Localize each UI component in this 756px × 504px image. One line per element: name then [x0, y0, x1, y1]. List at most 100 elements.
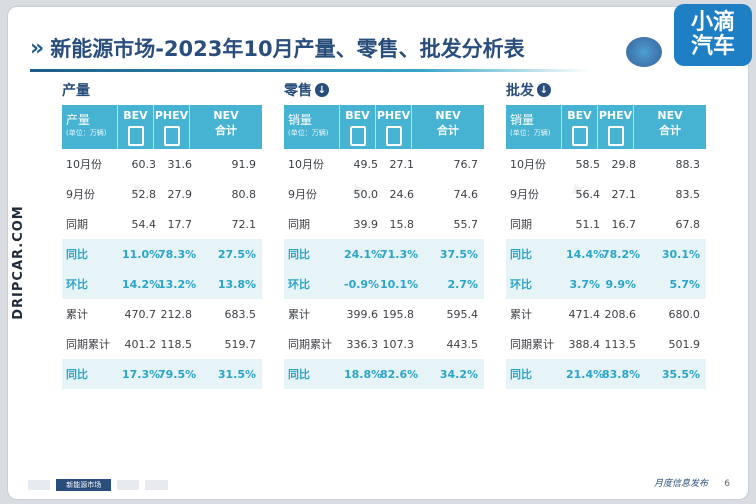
cell-nev: 443.5 [446, 337, 479, 351]
cell-bev: 21.4% [566, 367, 605, 381]
cell-nev: 13.8% [217, 277, 256, 291]
cell-phev: 27.1 [389, 157, 415, 171]
cell-nev: 72.1 [231, 217, 257, 231]
row-label: 同期累计 [288, 338, 332, 351]
cell-phev: 16.7 [611, 217, 637, 231]
cell-bev: -0.9% [344, 277, 380, 291]
cell-bev: 17.3% [122, 367, 161, 381]
arrow-down-circle-icon: ↓ [537, 83, 551, 97]
header-metric: 销量 (单位：万辆) [284, 105, 340, 149]
table-row: 环比 -0.9% 10.1% 2.7% [284, 269, 484, 299]
cell-nev: 27.5% [217, 247, 256, 261]
cell-phev: 9.9% [605, 277, 636, 291]
table-row: 10月份 58.5 29.8 88.3 [506, 149, 706, 179]
cell-phev: 29.8 [611, 157, 637, 171]
table-header: 产量 (单位：万辆) BEV PHEV NEV 合计 [62, 105, 262, 149]
row-label: 累计 [288, 308, 310, 321]
table-row: 同比 18.8% 82.6% 34.2% [284, 359, 484, 389]
title-row: » 新能源市场-2023年10月产量、零售、批发分析表 [30, 33, 525, 63]
table-body: 10月份 60.3 31.6 91.9 9月份 52.8 27.9 80.8 同期 54.4 17.… [62, 149, 262, 389]
table-header: 销量 (单位：万辆) BEV PHEV NEV 合计 [506, 105, 706, 149]
row-label: 同比 [288, 368, 310, 381]
cell-nev: 683.5 [224, 307, 257, 321]
cell-phev: 107.3 [382, 337, 415, 351]
table-row: 同比 14.4% 78.2% 30.1% [506, 239, 706, 269]
cell-bev: 399.6 [346, 307, 379, 321]
row-label: 环比 [66, 278, 88, 291]
battery-icon [349, 126, 366, 146]
header-bev: BEV [562, 105, 598, 149]
cell-bev: 49.5 [353, 157, 379, 171]
cell-nev: 34.2% [439, 367, 478, 381]
table-row: 同期累计 388.4 113.5 501.9 [506, 329, 706, 359]
cell-bev: 14.2% [122, 277, 161, 291]
row-label: 9月份 [288, 188, 317, 201]
header-nev: NEV 合计 [657, 109, 683, 137]
cell-phev: 208.6 [604, 307, 637, 321]
section-title: 产量 [62, 83, 90, 99]
cell-bev: 14.4% [566, 247, 605, 261]
cell-phev: 10.1% [380, 277, 419, 291]
cell-bev: 39.9 [353, 217, 379, 231]
cell-bev: 52.8 [131, 187, 157, 201]
cell-bev: 336.3 [346, 337, 379, 351]
section-title: 批发 ↓ [506, 79, 706, 101]
cell-nev: 35.5% [661, 367, 700, 381]
footer-tab-active[interactable]: 新能源市场 [56, 479, 112, 491]
footer-tab[interactable] [28, 480, 51, 490]
row-label: 10月份 [288, 158, 324, 171]
table-row: 9月份 50.0 24.6 74.6 [284, 179, 484, 209]
slide: » 新能源市场-2023年10月产量、零售、批发分析表 DRIPCAR.COM … [7, 6, 749, 500]
section-title: 零售 ↓ [284, 79, 484, 101]
cell-nev: 519.7 [224, 337, 257, 351]
cell-nev: 91.9 [231, 157, 257, 171]
cell-nev: 501.9 [668, 337, 701, 351]
brand-logo: 小滴 汽车 [674, 4, 752, 66]
row-label: 9月份 [510, 188, 539, 201]
row-label: 同期 [510, 218, 532, 231]
footer-tab[interactable] [117, 480, 140, 490]
cell-nev: 595.4 [446, 307, 479, 321]
table-row: 同比 24.1% 71.3% 37.5% [284, 239, 484, 269]
fuel-pump-icon [385, 126, 402, 146]
cell-bev: 3.7% [569, 277, 600, 291]
cell-bev: 54.4 [131, 217, 157, 231]
cell-phev: 83.8% [602, 367, 641, 381]
emblem-logo [626, 37, 662, 67]
cell-bev: 58.5 [575, 157, 601, 171]
cell-bev: 388.4 [568, 337, 601, 351]
cell-nev: 80.8 [231, 187, 257, 201]
row-label: 同比 [66, 368, 88, 381]
cell-nev: 5.7% [669, 277, 700, 291]
table-row: 同期 54.4 17.7 72.1 [62, 209, 262, 239]
row-label: 同比 [66, 248, 88, 261]
cell-nev: 76.7 [453, 157, 479, 171]
row-label: 同期 [66, 218, 88, 231]
table-row: 累计 471.4 208.6 680.0 [506, 299, 706, 329]
section-production: 产量 产量 (单位：万辆) BEV PHEV NEV 合计 10月份 60.3 31.… [62, 79, 262, 389]
header-phev: PHEV [154, 105, 190, 149]
cell-nev: 680.0 [668, 307, 701, 321]
row-label: 累计 [66, 308, 88, 321]
section-wholesale: 批发 ↓ 销量 (单位：万辆) BEV PHEV NEV 合计 10月份 58.5 29… [506, 79, 706, 389]
row-label: 同比 [510, 368, 532, 381]
footer-tabs: 新能源市场 [28, 479, 168, 491]
table-row: 10月份 49.5 27.1 76.7 [284, 149, 484, 179]
title-underline [30, 69, 590, 72]
side-watermark: DRIPCAR.COM [10, 204, 26, 320]
cell-bev: 50.0 [353, 187, 379, 201]
cell-phev: 118.5 [160, 337, 193, 351]
row-label: 同比 [510, 248, 532, 261]
table-row: 9月份 56.4 27.1 83.5 [506, 179, 706, 209]
table-row: 同比 21.4% 83.8% 35.5% [506, 359, 706, 389]
row-label: 同期 [288, 218, 310, 231]
cell-nev: 30.1% [661, 247, 700, 261]
footer-tab[interactable] [145, 480, 168, 490]
cell-nev: 55.7 [453, 217, 479, 231]
table-header: 销量 (单位：万辆) BEV PHEV NEV 合计 [284, 105, 484, 149]
section-retail: 零售 ↓ 销量 (单位：万辆) BEV PHEV NEV 合计 10月份 49.5 27… [284, 79, 484, 389]
page-number: 6 [724, 479, 730, 489]
battery-icon [127, 126, 144, 146]
cell-phev: 71.3% [380, 247, 419, 261]
header-bev: BEV [340, 105, 376, 149]
